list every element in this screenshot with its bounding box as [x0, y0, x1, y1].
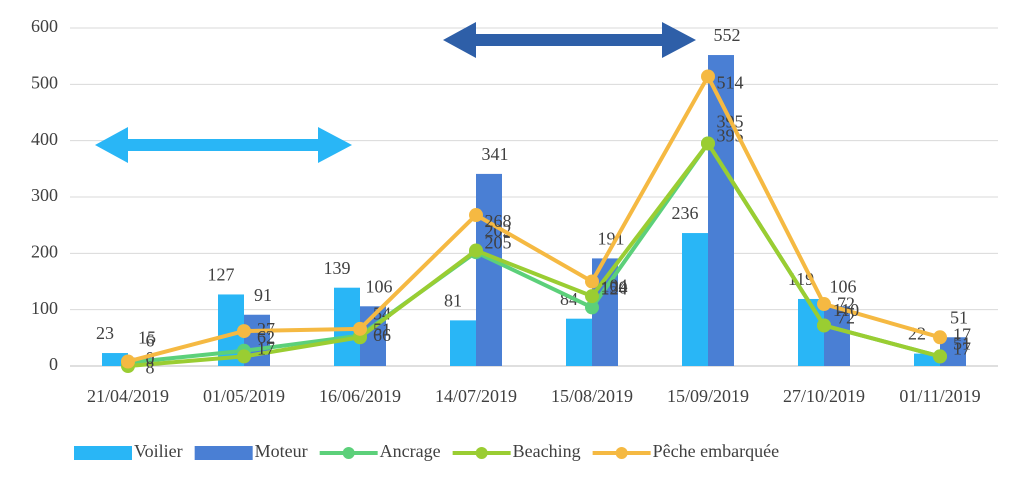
- data-label: 124: [601, 278, 628, 298]
- line-marker: [585, 300, 599, 315]
- data-label: 0: [146, 348, 155, 368]
- line-marker: [933, 349, 947, 364]
- data-label: 205: [485, 233, 512, 253]
- line-marker: [701, 136, 715, 151]
- line-marker: [237, 324, 251, 339]
- line: [127, 74, 941, 364]
- legend-swatch: [342, 447, 355, 459]
- data-label: 341: [482, 144, 509, 164]
- data-label: 51: [950, 307, 968, 327]
- line-marker: [933, 330, 947, 345]
- legend-label: Voilier: [134, 441, 183, 461]
- bar: [708, 55, 734, 366]
- data-label: 110: [833, 300, 859, 320]
- data-label: 106: [366, 276, 393, 296]
- line-marker: [817, 297, 831, 312]
- data-label: 514: [717, 73, 744, 93]
- data-label: 236: [672, 203, 699, 223]
- y-tick-label: 0: [49, 354, 58, 374]
- data-label: 15: [138, 328, 156, 348]
- x-tick-label: 15/09/2019: [667, 386, 749, 406]
- y-tick-label: 600: [31, 16, 58, 36]
- line-marker: [701, 69, 715, 84]
- line: [127, 141, 941, 368]
- bar: [476, 173, 502, 366]
- legend-swatch: [615, 447, 628, 459]
- data-label: 552: [714, 25, 741, 45]
- legend-swatch: [74, 446, 132, 460]
- bar: [824, 306, 850, 366]
- y-tick-label: 500: [31, 72, 58, 92]
- bar: [566, 318, 592, 366]
- line-marker: [237, 349, 251, 364]
- y-tick-label: 200: [31, 241, 58, 261]
- legend-label: Moteur: [255, 441, 308, 461]
- x-tick-label: 21/04/2019: [87, 386, 169, 406]
- data-label: 8: [146, 358, 155, 378]
- y-tick-label: 400: [31, 129, 58, 149]
- x-tick-label: 27/10/2019: [783, 386, 865, 406]
- legend-swatch: [475, 447, 488, 459]
- legend-label: Beaching: [513, 441, 581, 461]
- legend-label: Ancrage: [380, 441, 441, 461]
- line-marker: [585, 289, 599, 304]
- data-label: 91: [254, 285, 272, 305]
- decor-arrow-dark: [443, 22, 696, 58]
- x-tick-label: 16/06/2019: [319, 386, 401, 406]
- line-marker: [469, 208, 483, 223]
- x-tick-label: 15/08/2019: [551, 386, 633, 406]
- data-label: 127: [208, 265, 235, 285]
- data-label: 62: [257, 327, 275, 347]
- data-label: 6: [146, 331, 155, 351]
- data-label: 150: [601, 278, 628, 298]
- legend-label: Pêche embarquée: [653, 441, 779, 461]
- line-marker: [121, 354, 135, 369]
- bar: [450, 320, 476, 366]
- data-label: 51: [953, 333, 971, 353]
- data-label: 17: [953, 339, 971, 359]
- bar: [798, 298, 824, 366]
- line-marker: [353, 321, 367, 336]
- data-label: 66: [373, 325, 391, 345]
- data-label: 268: [485, 211, 512, 231]
- line-marker: [585, 274, 599, 289]
- data-label: 81: [444, 290, 462, 310]
- data-label: 23: [96, 323, 114, 343]
- data-label: 139: [324, 258, 351, 278]
- data-label: 104: [601, 276, 628, 296]
- x-tick-label: 01/11/2019: [899, 386, 980, 406]
- bar: [682, 233, 708, 366]
- line-marker: [469, 243, 483, 258]
- data-label: 17: [257, 339, 275, 359]
- legend-swatch: [194, 446, 253, 460]
- x-tick-label: 01/05/2019: [203, 386, 285, 406]
- line-marker: [817, 318, 831, 333]
- x-tick-label: 14/07/2019: [435, 386, 517, 406]
- y-tick-label: 300: [31, 185, 58, 205]
- y-tick-label: 100: [31, 298, 58, 318]
- data-label: 17: [953, 325, 971, 345]
- data-label: 106: [830, 276, 857, 296]
- data-label: 51: [373, 319, 391, 339]
- decor-arrow-light: [95, 127, 352, 163]
